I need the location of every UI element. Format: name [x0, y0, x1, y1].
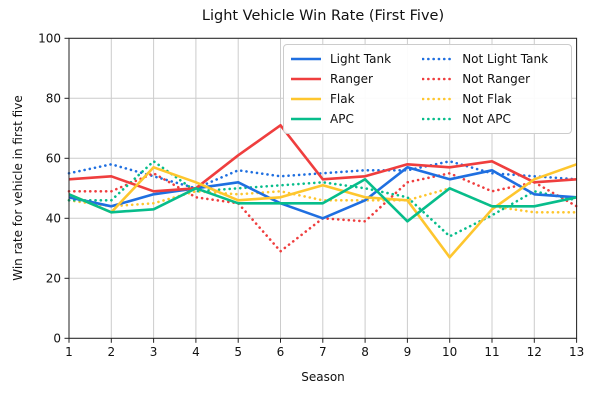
legend-item-not-apc: Not APC [422, 109, 565, 129]
series-line-not-light-tank [67, 160, 578, 190]
x-tick-label: 6 [277, 345, 285, 359]
series-line-ranger [68, 124, 577, 193]
legend-item-flak: Flak [290, 89, 422, 109]
y-tick-label: 80 [46, 91, 61, 105]
legend-item-ranger: Ranger [290, 69, 422, 89]
legend: Light Tank Ranger Flak APC Not Light Tank Not… [283, 44, 572, 134]
legend-item-light-tank: Light Tank [290, 49, 422, 69]
legend-label: Ranger [330, 72, 373, 86]
y-axis-label: Win rate for vehicle in first five [11, 95, 25, 281]
legend-line-sample [422, 77, 455, 81]
legend-label: APC [330, 112, 354, 126]
series-line-light-tank [68, 166, 577, 220]
x-tick-label: 8 [361, 345, 369, 359]
legend-label: Not Ranger [462, 72, 531, 86]
x-axis-label: Season [301, 370, 345, 384]
legend-label: Flak [330, 92, 355, 106]
legend-line-sample [291, 117, 321, 121]
series-line-not-apc [67, 160, 578, 238]
x-tick-label: 13 [569, 345, 584, 359]
series-line-flak [68, 163, 578, 259]
x-tick-label: 1 [65, 345, 73, 359]
x-tick-label: 4 [192, 345, 200, 359]
legend-item-not-flak: Not Flak [422, 89, 565, 109]
legend-label: Light Tank [330, 52, 392, 66]
legend-label: Not APC [462, 112, 511, 126]
legend-line-sample [422, 57, 455, 61]
x-tick-label: 11 [484, 345, 499, 359]
x-tick-label: 10 [442, 345, 457, 359]
y-tick-label: 0 [53, 331, 61, 345]
legend-label: Not Flak [462, 92, 512, 106]
legend-item-not-light-tank: Not Light Tank [422, 49, 565, 69]
legend-item-not-ranger: Not Ranger [422, 69, 565, 89]
x-tick-label: 3 [150, 345, 158, 359]
legend-line-sample [291, 77, 321, 81]
x-tick-label: 5 [234, 345, 242, 359]
x-tick-label: 9 [404, 345, 412, 359]
y-tick-label: 40 [46, 211, 61, 225]
legend-line-sample [291, 57, 321, 61]
y-tick-label: 20 [46, 271, 61, 285]
chart-title: Light Vehicle Win Rate (First Five) [201, 8, 445, 24]
series-line-apc [68, 178, 577, 223]
legend-line-sample [422, 117, 455, 121]
series-line-not-flak [67, 187, 578, 214]
x-tick-label: 12 [527, 345, 542, 359]
legend-line-sample [422, 97, 455, 101]
x-tick-label: 2 [107, 345, 115, 359]
y-tick-label: 60 [46, 151, 61, 165]
y-tick-label: 100 [38, 31, 61, 45]
x-tick-label: 7 [319, 345, 327, 359]
legend-item-apc: APC [290, 109, 422, 129]
legend-label: Not Light Tank [462, 52, 549, 66]
legend-line-sample [291, 97, 321, 101]
